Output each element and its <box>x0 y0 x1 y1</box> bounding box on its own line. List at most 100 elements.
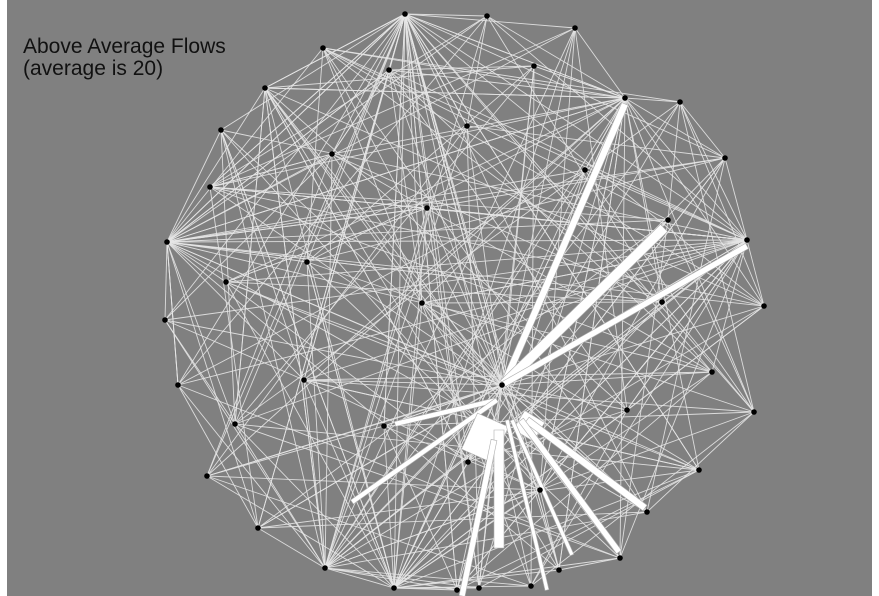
flow-edge <box>324 567 532 587</box>
flow-edge <box>426 207 480 589</box>
network-node <box>556 567 562 573</box>
flow-edge <box>404 13 488 17</box>
flow-edge <box>404 13 532 587</box>
flow-edge <box>264 87 560 571</box>
flow-edge <box>393 207 428 589</box>
flow-edge <box>257 527 326 569</box>
flow-edge <box>303 379 503 386</box>
flow-edge <box>166 69 390 243</box>
flow-edge <box>264 87 626 99</box>
flow-edge <box>404 13 469 463</box>
flow-edge <box>626 305 765 411</box>
flow-edge <box>322 47 748 241</box>
flow-edge <box>393 301 663 589</box>
flow-edge <box>404 13 626 99</box>
network-node <box>464 123 470 129</box>
flow-edge <box>177 384 259 529</box>
network-node <box>207 184 213 190</box>
flow-edge <box>164 153 333 321</box>
flow-edge <box>306 65 535 263</box>
flow-edge <box>393 461 469 589</box>
above-average-flow <box>504 419 550 591</box>
network-node <box>665 217 671 223</box>
network-node <box>465 459 471 465</box>
network-nodes <box>162 11 767 593</box>
flow-edge <box>619 239 748 559</box>
network-node <box>476 585 482 591</box>
flow-edge <box>322 47 669 221</box>
flow-edge <box>234 423 395 589</box>
flow-edge <box>166 153 333 243</box>
flow-edge <box>539 239 748 491</box>
flow-edge <box>646 157 726 513</box>
network-node <box>677 99 683 105</box>
flow-edge <box>426 157 726 209</box>
flow-edge <box>264 87 628 411</box>
flow-edge <box>331 153 713 373</box>
flow-edge <box>166 129 222 243</box>
flow-edge <box>166 241 227 283</box>
flow-edge <box>164 319 326 569</box>
flow-edge <box>166 241 713 373</box>
flow-edge <box>393 239 748 589</box>
network-node <box>722 155 728 161</box>
flow-edge <box>209 186 669 221</box>
network-node <box>329 151 335 157</box>
flow-edge <box>177 15 488 386</box>
flow-edge <box>574 27 628 411</box>
network-node <box>304 259 310 265</box>
flow-edge <box>306 13 406 263</box>
network-node <box>709 369 715 375</box>
flow-edge <box>264 87 423 304</box>
flow-edge <box>264 87 765 307</box>
flow-edge <box>388 65 535 71</box>
network-node <box>531 63 537 69</box>
flow-edge <box>209 27 576 188</box>
flow-edge <box>164 319 305 381</box>
flow-edge <box>331 69 390 155</box>
flow-edge <box>324 153 333 569</box>
network-node <box>622 95 628 101</box>
flow-edge <box>388 69 628 411</box>
flow-edge <box>404 13 458 591</box>
flow-edge <box>388 69 423 304</box>
flow-edge <box>225 281 395 589</box>
flow-edge <box>234 87 266 425</box>
network-flow-diagram: Above Average Flows (average is 20) <box>7 0 872 596</box>
network-node <box>262 85 268 91</box>
flow-edge <box>220 129 395 589</box>
flow-edge <box>303 97 626 381</box>
flow-edge <box>303 379 395 589</box>
flow-edge <box>679 101 748 241</box>
flow-edge <box>206 475 395 589</box>
flow-edge <box>164 239 748 321</box>
flow-edge <box>501 384 628 411</box>
network-node <box>644 509 650 515</box>
flow-edge <box>533 65 626 99</box>
flow-edge <box>624 97 663 303</box>
network-node <box>424 205 430 211</box>
above-average-flow <box>509 418 575 557</box>
flow-edge <box>306 261 326 569</box>
flow-edge <box>206 97 626 477</box>
flow-edge <box>206 425 385 477</box>
flow-edge <box>646 411 755 513</box>
network-graph <box>162 11 767 596</box>
flow-edge <box>404 13 468 127</box>
flow-edge <box>679 101 755 413</box>
flow-edge <box>209 153 333 188</box>
thick-flows <box>350 102 749 596</box>
flow-edge <box>166 87 266 243</box>
flow-edge <box>393 302 423 589</box>
flow-edge <box>661 301 755 413</box>
above-average-flow <box>458 439 498 596</box>
flow-edge <box>209 186 259 529</box>
flow-edge <box>220 13 406 131</box>
network-node <box>322 565 328 571</box>
flow-edge <box>206 153 333 477</box>
flow-edge <box>404 13 503 386</box>
network-node <box>617 555 623 561</box>
network-node <box>391 585 397 591</box>
network-node <box>223 279 229 285</box>
flow-edge <box>322 47 681 103</box>
